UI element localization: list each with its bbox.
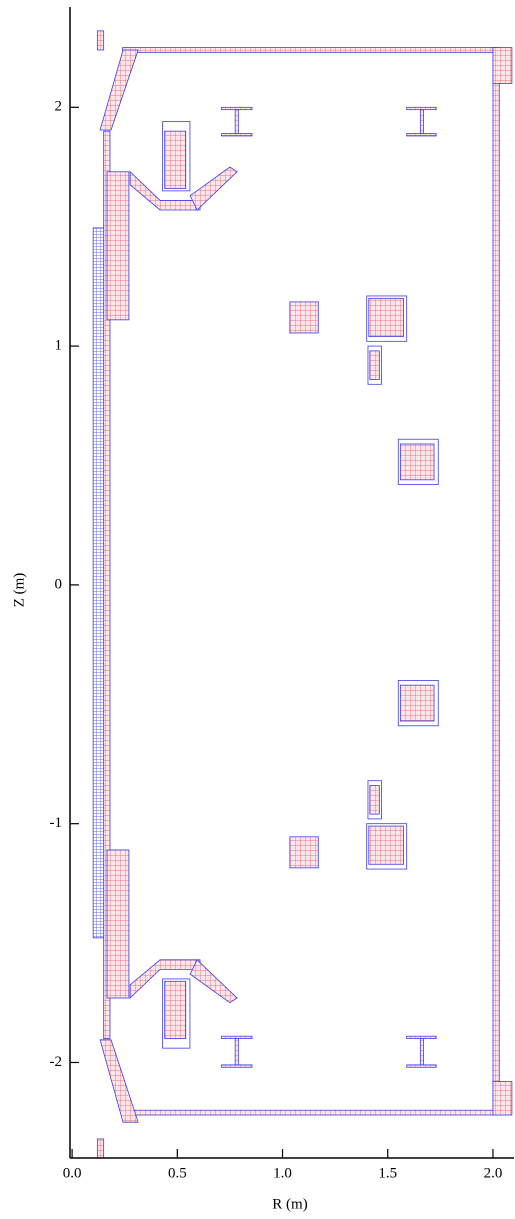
region [164, 130, 187, 189]
x-axis-label: R (m) [272, 1196, 307, 1212]
region-polygon [99, 49, 139, 131]
region [106, 171, 130, 321]
y-axis-label: Z (m) [11, 573, 27, 608]
region [368, 297, 404, 337]
x-tick-label: 2.0 [484, 1165, 503, 1181]
region [221, 133, 253, 137]
region [234, 109, 239, 134]
y-tick-label: -1 [50, 815, 63, 831]
region [406, 133, 437, 137]
x-tick-label: 0.5 [168, 1165, 187, 1181]
region [369, 785, 380, 815]
region [406, 1064, 437, 1068]
x-tick-label: 0.0 [63, 1165, 82, 1181]
region-polygon [129, 959, 201, 999]
region [96, 1138, 105, 1159]
region-polygon [129, 170, 201, 211]
region [369, 350, 380, 380]
region [289, 301, 319, 334]
region [492, 47, 513, 84]
y-tick-label: 1 [55, 338, 63, 354]
region [221, 1064, 253, 1068]
region [399, 443, 435, 481]
region [164, 980, 187, 1040]
y-tick-label: 2 [55, 99, 63, 115]
region-polygon [189, 166, 238, 211]
region [368, 825, 404, 865]
region [103, 130, 111, 1040]
region [106, 849, 130, 999]
region [419, 1038, 424, 1066]
region [367, 345, 382, 385]
x-tick-label: 1.0 [273, 1165, 292, 1181]
region [162, 978, 191, 1049]
region [397, 438, 439, 485]
y-tick-label: -2 [50, 1054, 63, 1070]
region [122, 47, 496, 53]
region [492, 1081, 513, 1116]
region [234, 1038, 239, 1066]
region [162, 121, 191, 192]
region [367, 780, 382, 820]
region-polygon [189, 959, 238, 1004]
region [492, 47, 500, 1116]
region [122, 1109, 496, 1116]
region-polygon [99, 1039, 139, 1123]
region [399, 684, 435, 722]
region [397, 680, 439, 727]
region [96, 30, 105, 51]
y-tick-label: 0 [55, 576, 63, 592]
region [366, 823, 408, 870]
region [289, 836, 319, 869]
region [419, 109, 424, 134]
region [366, 295, 408, 342]
x-tick-label: 1.5 [378, 1165, 397, 1181]
